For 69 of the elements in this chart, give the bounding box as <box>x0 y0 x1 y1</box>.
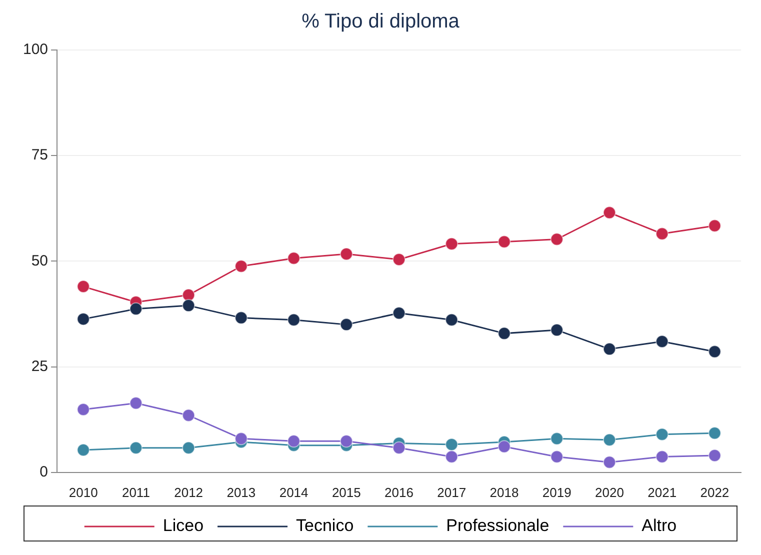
point <box>602 433 616 446</box>
point <box>498 440 511 454</box>
point <box>340 248 353 261</box>
x-tick-label: 2015 <box>332 484 361 500</box>
x-tick-label: 2011 <box>122 484 150 500</box>
point <box>76 280 90 294</box>
point <box>182 288 196 302</box>
x-tick-label: 2010 <box>68 484 98 500</box>
point <box>340 318 353 332</box>
point <box>287 252 300 265</box>
point <box>76 312 90 326</box>
x-tick-label: 2020 <box>595 484 624 500</box>
legend-label: Liceo <box>162 516 204 536</box>
x-tick-label: 2013 <box>226 484 256 500</box>
point <box>656 334 669 348</box>
legend-label: Altro <box>642 516 677 536</box>
point <box>234 260 248 273</box>
point <box>550 232 564 246</box>
point <box>498 235 511 248</box>
y-tick-label: 50 <box>31 252 48 270</box>
point <box>392 253 406 266</box>
chart-title: % Tipo di diploma <box>302 10 460 33</box>
x-tick-label: 2019 <box>542 484 572 500</box>
point <box>234 432 248 446</box>
point <box>182 441 196 454</box>
point <box>287 313 300 326</box>
point <box>602 342 616 356</box>
point <box>656 450 669 464</box>
point <box>234 311 248 324</box>
point <box>550 450 564 464</box>
y-tick-label: 0 <box>40 464 48 481</box>
point <box>656 428 669 441</box>
point <box>182 408 196 422</box>
point <box>445 450 458 464</box>
y-tick-label: 25 <box>31 358 48 375</box>
x-tick-label: 2018 <box>490 484 519 500</box>
y-tick-label: 100 <box>22 41 48 58</box>
point <box>287 434 300 448</box>
point <box>76 402 90 416</box>
point <box>340 434 353 448</box>
point <box>129 441 142 454</box>
point <box>708 449 722 462</box>
point <box>445 237 458 250</box>
legend-label: Professionale <box>446 516 550 536</box>
point <box>602 456 616 469</box>
point <box>602 206 616 220</box>
point <box>550 324 564 337</box>
x-tick-label: 2017 <box>437 484 466 500</box>
point <box>445 313 458 326</box>
x-tick-label: 2012 <box>174 484 204 500</box>
x-tick-label: 2021 <box>648 484 677 500</box>
point <box>708 345 722 358</box>
point <box>392 441 406 454</box>
x-tick-label: 2022 <box>700 484 730 500</box>
point <box>445 438 458 452</box>
y-tick-label: 75 <box>31 146 48 164</box>
x-tick-label: 2016 <box>384 484 414 500</box>
point <box>129 396 142 410</box>
point <box>550 432 564 446</box>
point <box>656 227 669 240</box>
point <box>76 444 90 457</box>
legend-label: Tecnico <box>296 516 354 536</box>
point <box>708 219 722 232</box>
point <box>708 426 722 440</box>
point <box>182 299 196 312</box>
point <box>498 326 511 340</box>
x-tick-label: 2014 <box>279 484 308 500</box>
point <box>392 306 406 320</box>
point <box>129 302 142 316</box>
